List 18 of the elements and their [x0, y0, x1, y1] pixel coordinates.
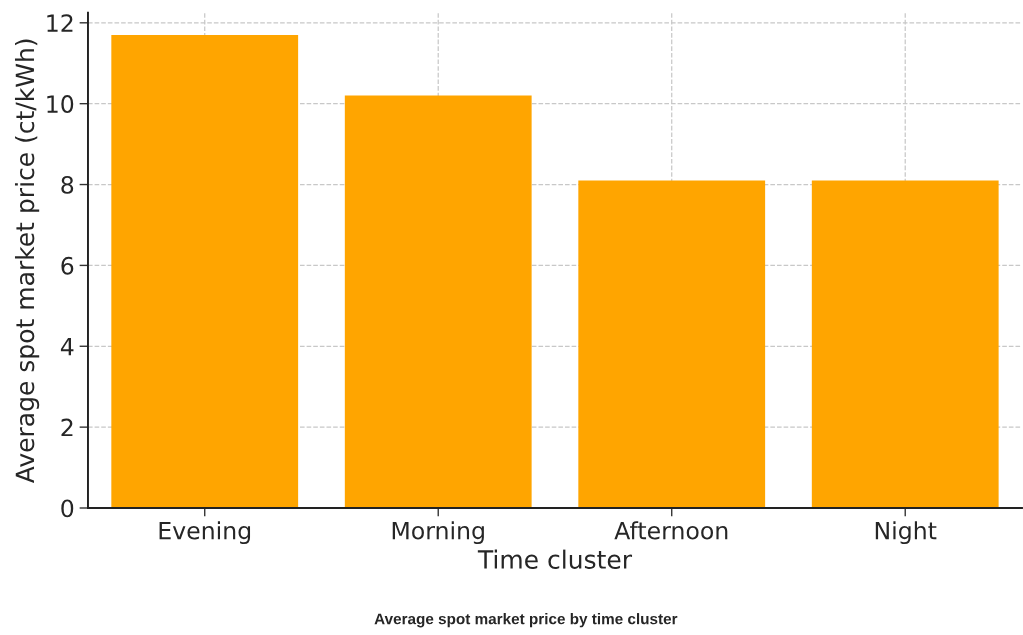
y-tick-label: 0 — [61, 499, 74, 518]
y-axis-title: Average spot market price (ct/kWh) — [14, 39, 40, 484]
text: Average spot market price by time cluster — [374, 613, 678, 628]
y-tick-label: 6 — [61, 256, 74, 275]
bar — [578, 180, 766, 508]
x-axis-title: Time cluster — [477, 549, 633, 569]
y-tick-label: 2 — [61, 418, 73, 437]
y-tick-label: 10 — [47, 95, 74, 113]
y-tick-label: 4 — [60, 338, 74, 356]
bar — [344, 95, 532, 508]
x-tick-label: Morning — [392, 521, 484, 545]
bar — [111, 34, 299, 508]
x-tick-label: Evening — [159, 521, 251, 545]
x-tick-label: Afternoon — [614, 521, 728, 540]
x-tick-label: Night — [875, 521, 937, 545]
y-tick-label: 12 — [47, 14, 73, 32]
y-tick-label: 8 — [61, 175, 74, 194]
bar — [811, 180, 999, 508]
